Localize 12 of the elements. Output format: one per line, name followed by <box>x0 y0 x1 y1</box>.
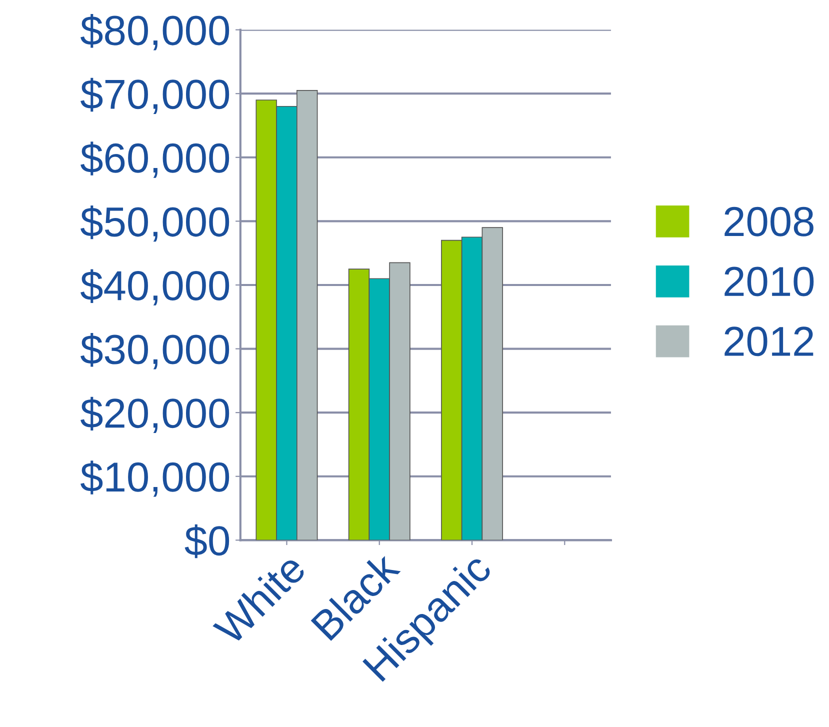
y-tick-label: $40,000 <box>80 269 230 306</box>
legend-label: 2012 <box>724 326 814 356</box>
y-tick-label: $0 <box>184 524 230 558</box>
y-tick-label: $70,000 <box>80 78 230 114</box>
y-tick-label: $10,000 <box>80 460 230 497</box>
legend-label: 2010 <box>724 266 814 296</box>
y-tick-label: $60,000 <box>80 142 230 178</box>
y-tick-label: $20,000 <box>80 396 230 433</box>
legend-label: 2008 <box>724 206 814 236</box>
y-tick-label: $30,000 <box>80 333 230 370</box>
y-tick-label: $50,000 <box>80 205 230 242</box>
y-tick-label: $80,000 <box>80 14 230 50</box>
